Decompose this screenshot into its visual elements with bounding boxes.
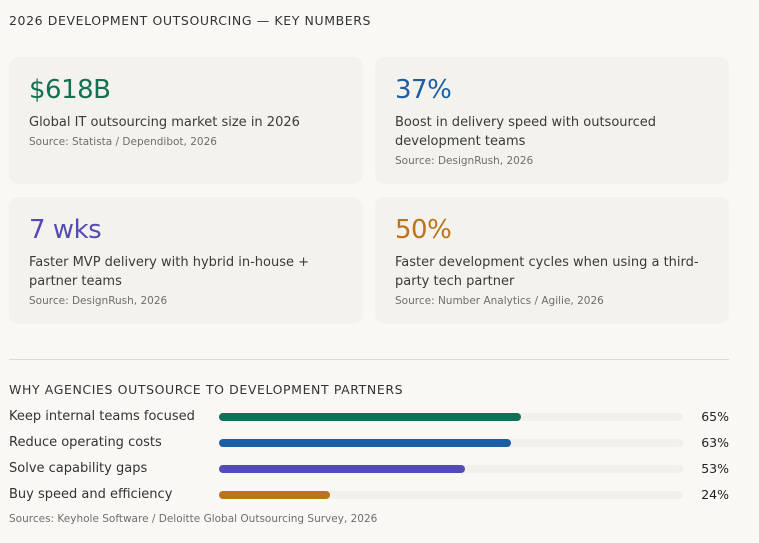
reason-label: Buy speed and efficiency: [9, 487, 173, 502]
key-numbers-heading: 2026 DEVELOPMENT OUTSOURCING — KEY NUMBE…: [9, 13, 372, 28]
reason-percent: 24%: [701, 487, 729, 502]
stat-description: Faster MVP delivery with hybrid in-house…: [29, 255, 310, 289]
reasons-bar-list: Keep internal teams focused 65% Reduce o…: [9, 408, 729, 512]
reason-percent: 65%: [701, 409, 729, 424]
stat-source: Source: Statista / Dependibot, 2026: [29, 136, 217, 148]
reasons-source: Sources: Keyhole Software / Deloitte Glo…: [9, 513, 378, 525]
progress-fill: [219, 439, 512, 447]
stat-source: Source: Number Analytics / Agilie, 2026: [395, 295, 604, 307]
progress-track: [219, 491, 683, 499]
stat-cards: $618B Global IT outsourcing market size …: [9, 57, 729, 324]
reasons-heading: WHY AGENCIES OUTSOURCE TO DEVELOPMENT PA…: [9, 382, 404, 397]
progress-fill: [219, 413, 521, 421]
reason-label: Keep internal teams focused: [9, 409, 195, 424]
stat-value: 37%: [395, 75, 452, 105]
progress-fill: [219, 491, 331, 499]
reason-percent: 53%: [701, 461, 729, 476]
progress-fill: [219, 465, 465, 473]
stat-value: 50%: [395, 215, 452, 245]
section-divider: [9, 359, 729, 360]
reason-row-capability-gaps: Solve capability gaps 53%: [9, 460, 729, 486]
progress-track: [219, 439, 683, 447]
stat-value: 7 wks: [29, 215, 102, 245]
stat-description: Faster development cycles when using a t…: [395, 255, 699, 289]
stat-description: Global IT outsourcing market size in 202…: [29, 115, 300, 130]
progress-track: [219, 465, 683, 473]
stat-value: $618B: [29, 75, 111, 105]
stat-card-delivery-speed: 37% Boost in delivery speed with outsour…: [375, 57, 729, 184]
reason-percent: 63%: [701, 435, 729, 450]
stat-card-mvp-delivery: 7 wks Faster MVP delivery with hybrid in…: [9, 197, 363, 324]
stat-card-dev-cycles: 50% Faster development cycles when using…: [375, 197, 729, 324]
reason-row-internal-teams: Keep internal teams focused 65%: [9, 408, 729, 434]
reason-row-operating-costs: Reduce operating costs 63%: [9, 434, 729, 460]
stat-description: Boost in delivery speed with outsourced …: [395, 115, 656, 149]
progress-track: [219, 413, 683, 421]
reason-row-speed-efficiency: Buy speed and efficiency 24%: [9, 486, 729, 512]
reason-label: Solve capability gaps: [9, 461, 148, 476]
stat-card-market-size: $618B Global IT outsourcing market size …: [9, 57, 363, 184]
stat-source: Source: DesignRush, 2026: [29, 295, 168, 307]
stat-source: Source: DesignRush, 2026: [395, 155, 534, 167]
reason-label: Reduce operating costs: [9, 435, 162, 450]
